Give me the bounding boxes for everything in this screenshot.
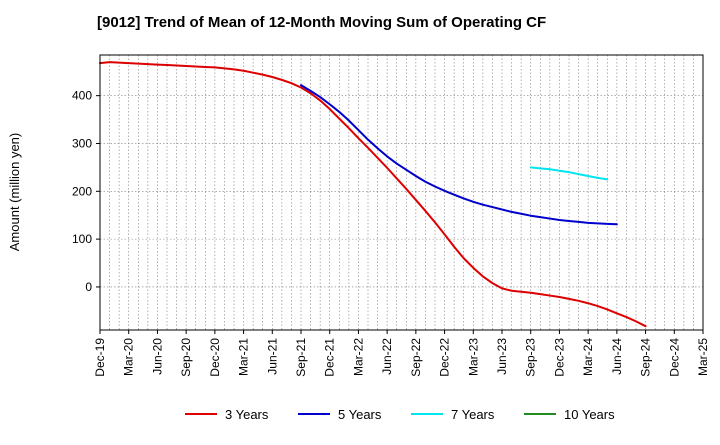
y-tick-label: 100 [72,232,92,246]
x-tick-label: Mar-22 [351,338,365,376]
x-tick-label: Mar-24 [581,338,595,376]
x-tick-label: Dec-24 [667,338,681,377]
series-line-5-years [300,84,618,226]
series-lines [99,61,647,328]
x-tick-label: Dec-23 [552,338,566,377]
legend-label: 3 Years [225,407,269,422]
y-tick-label: 300 [72,136,92,150]
x-tick-label: Sep-23 [524,338,538,377]
x-tick-label: Dec-21 [323,338,337,377]
legend: 3 Years 5 Years 7 Years 10 Years [185,407,615,422]
y-axis-label: Amount (million yen) [7,133,22,252]
chart-title: [9012] Trend of Mean of 12-Month Moving … [97,14,546,31]
x-tick-label: Mar-23 [466,338,480,376]
x-tick-label: Jun-24 [610,338,624,375]
legend-label: 10 Years [564,407,615,422]
legend-label: 7 Years [451,407,495,422]
legend-label: 5 Years [338,407,382,422]
x-tick-label: Jun-21 [265,338,279,375]
x-tick-label: Sep-20 [179,338,193,377]
x-tick-label: Dec-19 [93,338,107,377]
x-tick-label: Jun-22 [380,338,394,375]
x-tick-label: Jun-23 [495,338,509,375]
plot-frame [99,54,704,331]
y-tick-label: 200 [72,184,92,198]
y-tick-label: 400 [72,89,92,103]
x-tick-label: Sep-21 [294,338,308,377]
grid [100,55,703,330]
x-tick-label: Jun-20 [150,338,164,375]
series-line-3-years [99,61,647,328]
x-tick-label: Mar-21 [237,338,251,376]
x-tick-label: Sep-22 [409,338,423,377]
x-tick-label: Sep-24 [639,338,653,377]
y-tick-label: 0 [85,280,92,294]
x-tick-label: Dec-20 [208,338,222,377]
x-tick-label: Dec-22 [438,338,452,377]
x-tick-labels: Dec-19 Mar-20 Jun-20 Sep-20 Dec-20 Mar-21 Jun-… [93,330,710,377]
x-tick-label: Mar-25 [696,338,710,376]
series-line-7-years [529,166,609,181]
y-tick-labels: 0 100 200 300 400 [72,89,100,294]
x-tick-label: Mar-20 [122,338,136,376]
